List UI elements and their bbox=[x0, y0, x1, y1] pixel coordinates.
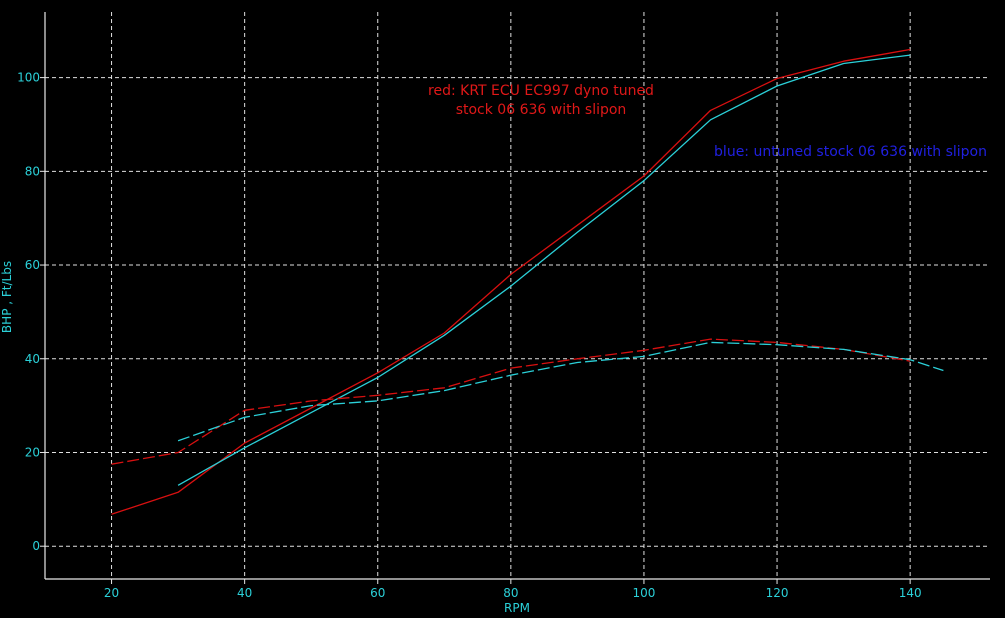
x-axis-title: RPM bbox=[504, 601, 530, 615]
blue-torque-line bbox=[177, 341, 944, 442]
x-tick-label: 120 bbox=[766, 586, 789, 600]
axes-layer bbox=[44, 12, 990, 580]
y-tick-label: 20 bbox=[25, 445, 40, 459]
y-axis-title: BHP , Ft/Lbs bbox=[0, 261, 14, 333]
red-annotation-line-2: stock 06 636 with slipon bbox=[456, 102, 627, 118]
red-hp-line bbox=[111, 48, 911, 515]
y-tick-label: 80 bbox=[25, 164, 40, 178]
y-tick-label: 60 bbox=[25, 258, 40, 272]
x-tick-label: 20 bbox=[104, 586, 119, 600]
blue-annotation: blue: untuned stock 06 636 with slipon bbox=[714, 144, 987, 160]
y-tick-label: 100 bbox=[17, 71, 40, 85]
ticks-layer: 20 40 60 80 100 120 140 0 20 40 60 80 100 bbox=[17, 71, 922, 600]
blue-hp-line bbox=[177, 54, 911, 486]
y-tick-label: 40 bbox=[25, 352, 40, 366]
series-layer bbox=[111, 48, 944, 515]
grid-layer bbox=[45, 12, 990, 579]
x-tick-label: 140 bbox=[899, 586, 922, 600]
x-tick-label: 100 bbox=[632, 586, 655, 600]
red-torque-line bbox=[111, 338, 911, 465]
x-tick-label: 40 bbox=[237, 586, 252, 600]
y-tick-label: 0 bbox=[32, 539, 40, 553]
red-annotation-line-1: red: KRT ECU EC997 dyno tuned bbox=[428, 83, 654, 99]
x-tick-label: 60 bbox=[370, 586, 385, 600]
x-tick-label: 80 bbox=[503, 586, 518, 600]
